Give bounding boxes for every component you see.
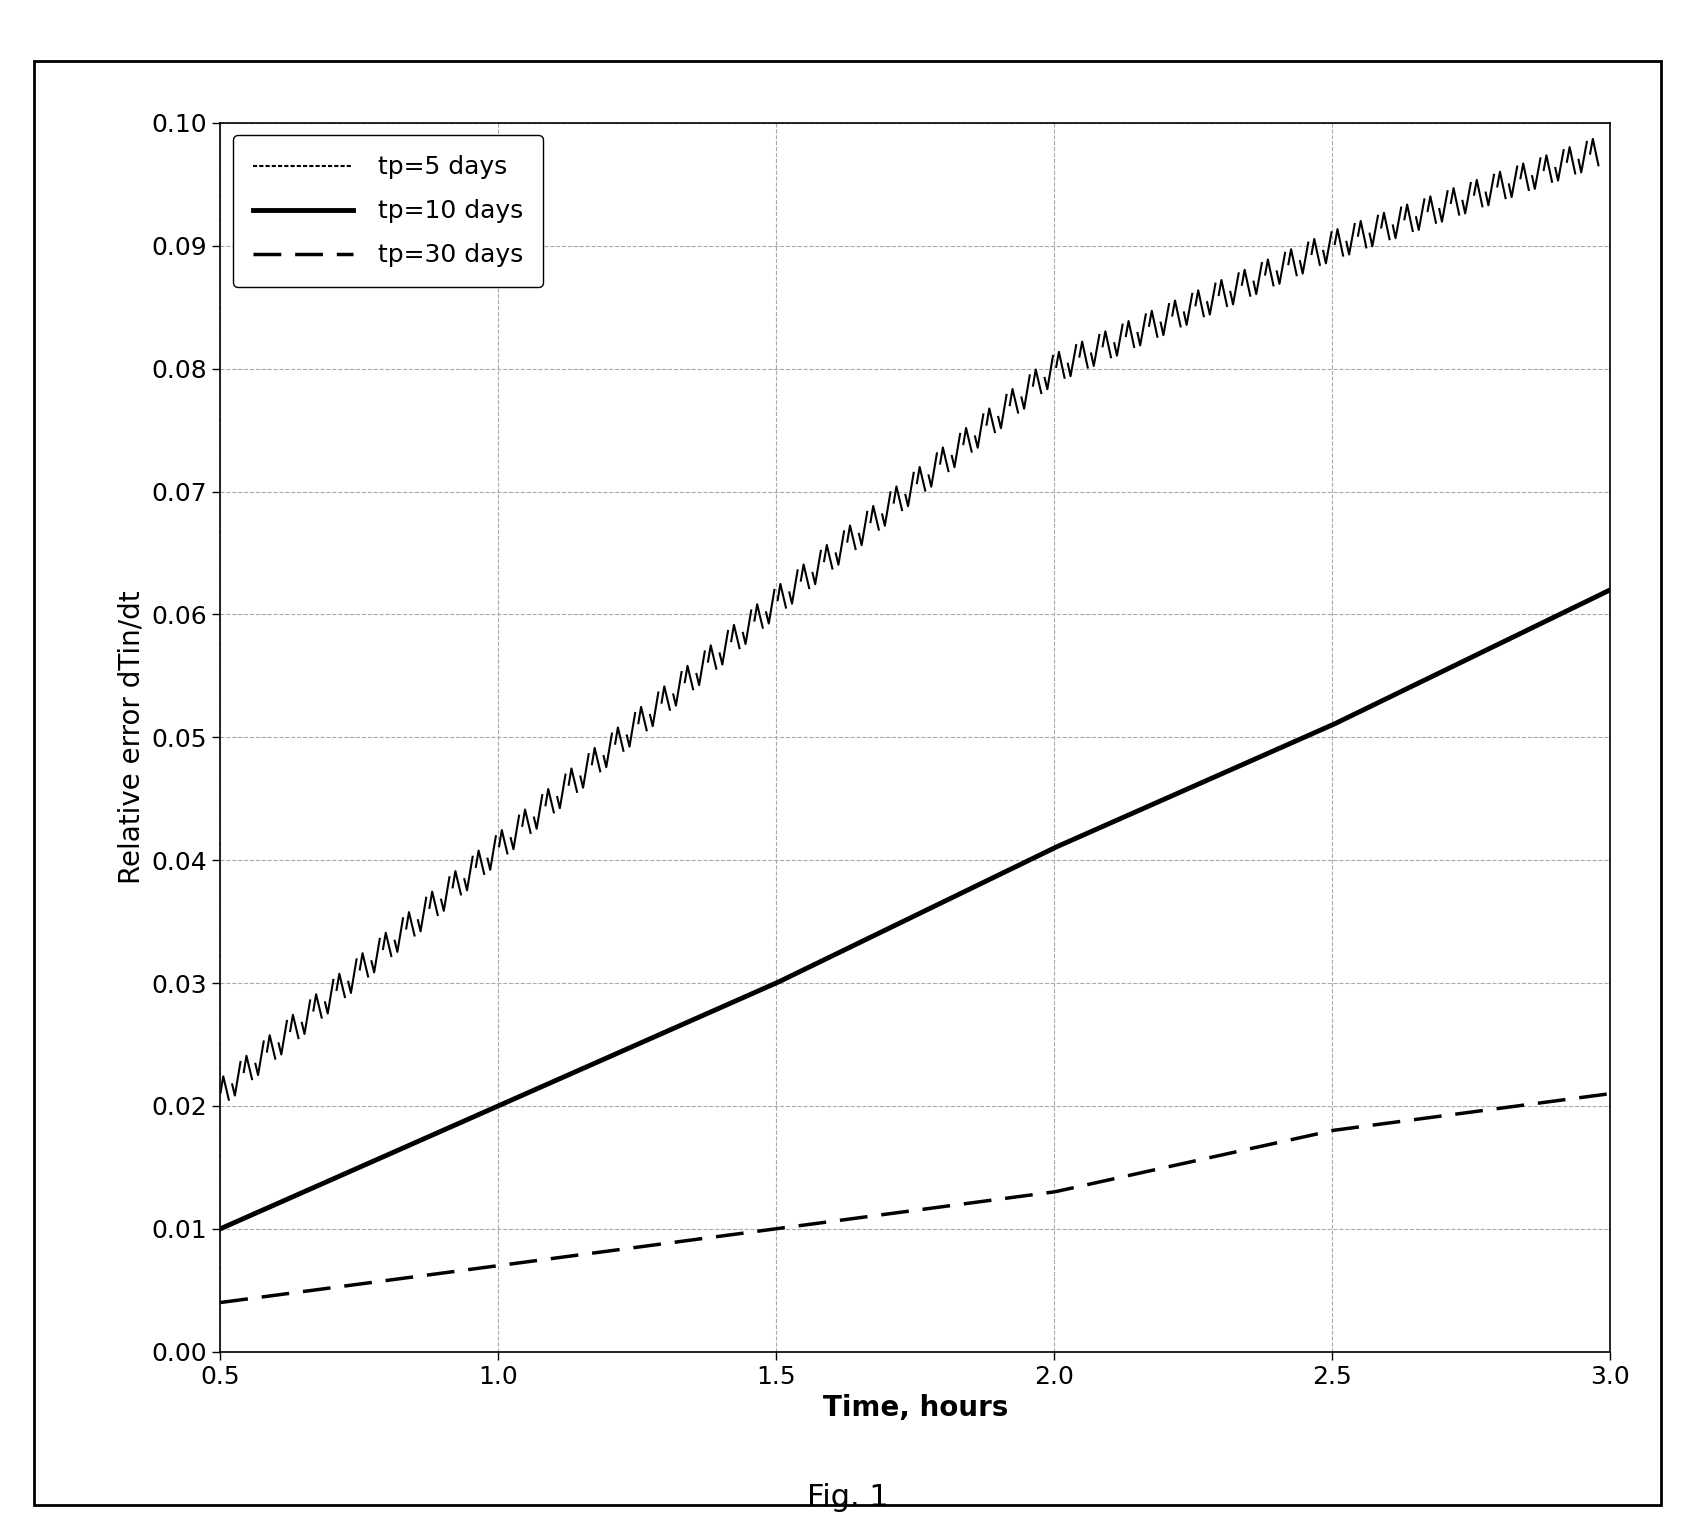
Y-axis label: Relative error dTin/dt: Relative error dTin/dt (119, 590, 146, 885)
X-axis label: Time, hours: Time, hours (822, 1395, 1009, 1422)
Text: Fig. 1: Fig. 1 (807, 1484, 888, 1511)
Legend: tp=5 days, tp=10 days, tp=30 days: tp=5 days, tp=10 days, tp=30 days (232, 135, 542, 287)
